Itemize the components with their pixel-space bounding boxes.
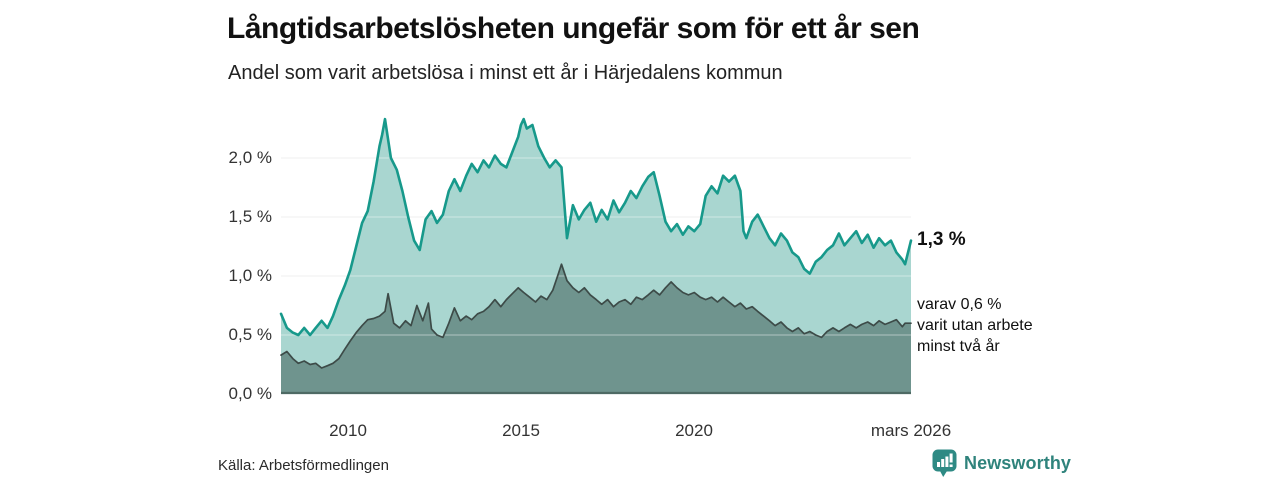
y-axis-tick-label: 0,5 % [228,325,272,344]
note-line: varav 0,6 % [917,296,1002,313]
x-axis-tick-label: mars 2026 [870,421,952,440]
chart-title: Långtidsarbetslösheten ungefär som för e… [227,12,920,45]
note-line: minst två år [917,338,1000,355]
line-two-year-unemployed [280,263,912,369]
area-two-year-unemployed [281,264,911,394]
chart-subtitle: Andel som varit arbetslösa i minst ett å… [228,62,783,84]
newsworthy-brand-link[interactable]: Newsworthy [932,449,1071,478]
newsworthy-brand-text: Newsworthy [964,453,1072,473]
note-line: varit utan arbete [917,317,1033,334]
x-axis-tick-label: 2020 [675,421,713,440]
y-axis-tick-label: 0,0 % [228,384,272,403]
x-axis-tick-label: 2010 [329,421,367,440]
line-one-year-unemployed [279,117,913,337]
two-year-series-note: varav 0,6 % varit utan arbete minst två … [917,294,1033,357]
series-end-value-label: 1,3 % [917,229,966,250]
newsworthy-logo-icon [932,449,957,478]
source-credit: Källa: Arbetsförmedlingen [218,457,389,474]
x-axis-tick-label: 2015 [502,421,540,440]
y-axis-tick-label: 2,0 % [228,148,272,167]
y-axis-tick-label: 1,0 % [228,266,272,285]
y-axis-tick-label: 1,5 % [228,207,272,226]
